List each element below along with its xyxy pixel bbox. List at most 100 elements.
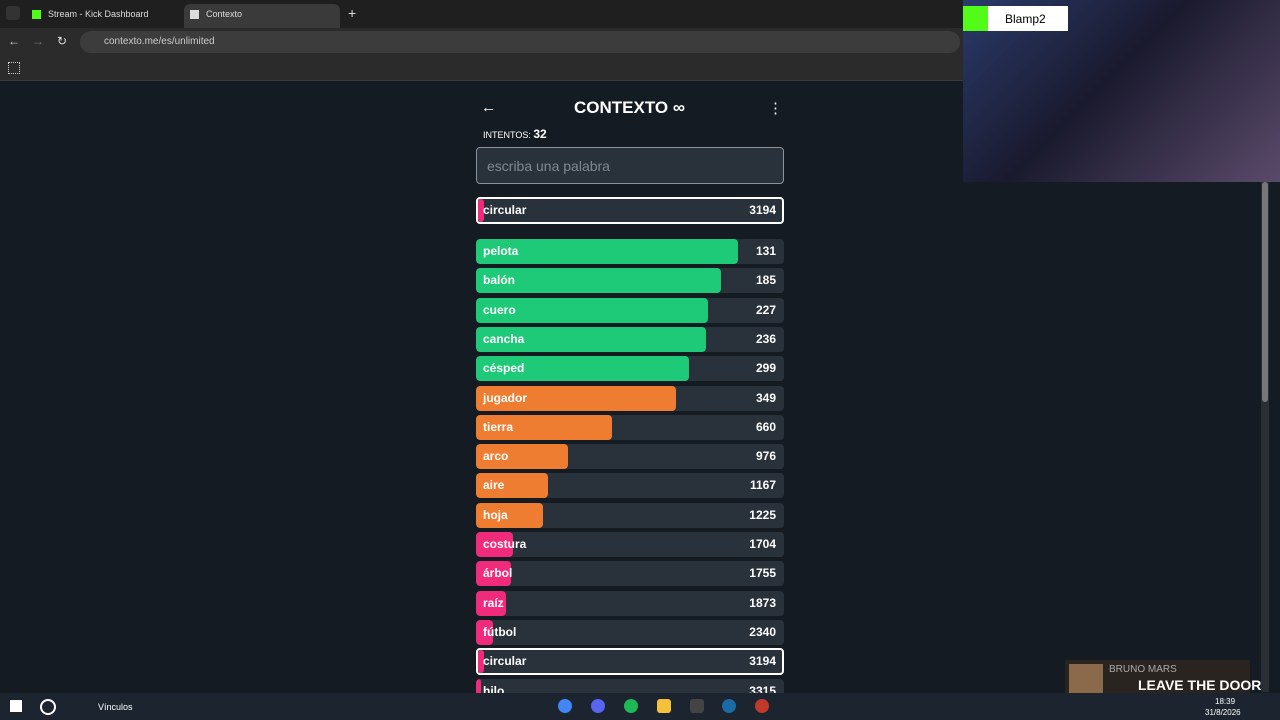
- back-arrow[interactable]: ←: [481, 99, 496, 116]
- new-tab[interactable]: +: [348, 5, 357, 21]
- artist: BRUNO MARS: [1109, 664, 1177, 675]
- guess-row: costura 1704: [476, 532, 784, 557]
- guess-rank: 1755: [749, 566, 776, 581]
- proximity-bar: [476, 444, 568, 470]
- guess-row: circular 3194: [476, 648, 784, 676]
- guess-rank: 349: [755, 390, 776, 405]
- guess-word: circular: [483, 203, 527, 217]
- proximity-bar: [476, 268, 721, 294]
- guess-word: aire: [483, 478, 505, 493]
- guess-word: arco: [483, 449, 509, 464]
- proximity-bar: [476, 532, 514, 557]
- guess-word: fútbol: [483, 624, 517, 639]
- guess-row: cuero 227: [476, 297, 784, 323]
- album-art: [1069, 664, 1103, 698]
- guess-row: balón 185: [476, 268, 784, 294]
- guess-word: circular: [483, 654, 527, 669]
- date: 31/8/2026: [1205, 708, 1241, 717]
- song: LEAVE THE DOOR: [1138, 677, 1262, 693]
- guess-word: jugador: [483, 390, 527, 405]
- toolbar-label: Vínculos: [98, 702, 133, 712]
- guess-word: pelota: [483, 244, 519, 258]
- tab-title: Stream - Kick Dashboard: [48, 9, 149, 19]
- guess-row: jugador 349: [476, 385, 784, 411]
- proximity-bar: [476, 619, 493, 645]
- word-input[interactable]: escriba una palabra: [476, 147, 784, 184]
- proximity-bar: [476, 239, 738, 264]
- tab-menu[interactable]: [6, 6, 20, 20]
- guess-word: balón: [483, 273, 515, 288]
- proximity-bar: [476, 414, 612, 440]
- guess-rank: 185: [755, 273, 776, 288]
- guess-rank: 299: [755, 361, 776, 376]
- guess-word: árbol: [483, 566, 513, 581]
- guess-row: arco 976: [476, 444, 784, 470]
- attempts-label: INTENTOS:: [483, 130, 531, 140]
- title: CONTEXTO: [574, 98, 669, 117]
- guess-row: pelota 131: [476, 239, 784, 264]
- channel-badge: Blamp2: [963, 6, 1068, 31]
- proximity-bar: [476, 590, 507, 616]
- placeholder: escriba una palabra: [487, 158, 610, 174]
- guess-rank: 1225: [749, 507, 776, 522]
- attempts-count: 32: [533, 127, 547, 141]
- steam-icon[interactable]: [722, 699, 736, 713]
- guess-rank: 1167: [749, 478, 776, 493]
- url-field[interactable]: contexto.me/es/unlimited: [80, 31, 960, 53]
- discord-icon[interactable]: [591, 699, 605, 713]
- guess-word: hoja: [483, 507, 508, 522]
- guess-rank: 660: [755, 419, 776, 434]
- proximity-bar: [476, 326, 706, 352]
- app-icon[interactable]: [755, 699, 769, 713]
- reload-button[interactable]: ↻: [57, 34, 68, 48]
- clock: 18:39: [1215, 697, 1236, 706]
- url: contexto.me/es/unlimited: [104, 36, 215, 47]
- menu[interactable]: ⋮: [768, 100, 783, 117]
- guess-rank: 3194: [749, 203, 776, 217]
- guess-rank: 131: [755, 244, 776, 258]
- proximity-bar: [476, 678, 482, 704]
- channel-name: Blamp2: [1005, 12, 1046, 26]
- taskbar: Vínculos 18:39 31/8/2026: [0, 693, 1280, 720]
- spotify-icon[interactable]: [624, 699, 638, 713]
- guess-word: césped: [483, 361, 525, 376]
- proximity-bar: [476, 473, 549, 499]
- proximity-bar: [476, 356, 689, 382]
- proximity-bar: [476, 561, 511, 587]
- start-button[interactable]: [10, 700, 22, 712]
- guess-row: fútbol 2340: [476, 619, 784, 645]
- webcam-overlay: Blamp2: [963, 0, 1280, 182]
- proximity-bar: [478, 199, 484, 222]
- forward-button[interactable]: →: [32, 34, 44, 48]
- guess-row: cancha 236: [476, 326, 784, 352]
- tab[interactable]: Stream - Kick Dashboard: [26, 4, 182, 28]
- proximity-bar: [476, 502, 544, 528]
- guess-word: tierra: [483, 419, 514, 434]
- guess-rank: 1873: [749, 595, 776, 610]
- guess-row: raíz 1873: [476, 590, 784, 616]
- guess-rank: 976: [755, 449, 776, 464]
- guess-rank: 1704: [749, 537, 776, 551]
- scrollbar[interactable]: [1261, 182, 1269, 692]
- guess-row: césped 299: [476, 356, 784, 382]
- guess-rank: 227: [755, 302, 776, 317]
- search-button[interactable]: [40, 699, 56, 715]
- guess-row: hoja 1225: [476, 502, 784, 528]
- apps-icon[interactable]: [8, 62, 20, 74]
- guess-row: árbol 1755: [476, 561, 784, 587]
- guess-row: aire 1167: [476, 473, 784, 499]
- guess-rank: 236: [755, 331, 776, 346]
- guess-word: cancha: [483, 331, 525, 346]
- epic-icon[interactable]: [690, 699, 704, 713]
- guess-word: raíz: [483, 595, 504, 610]
- guess-row: circular 3194: [476, 197, 784, 224]
- tab[interactable]: Contexto: [184, 4, 340, 28]
- chrome-icon[interactable]: [558, 699, 572, 713]
- guess-word: cuero: [483, 302, 516, 317]
- proximity-bar: [478, 650, 484, 674]
- attempts: INTENTOS: 32: [483, 127, 547, 141]
- back-button[interactable]: ←: [8, 34, 20, 48]
- guess-word: costura: [483, 537, 527, 551]
- explorer-icon[interactable]: [657, 699, 671, 713]
